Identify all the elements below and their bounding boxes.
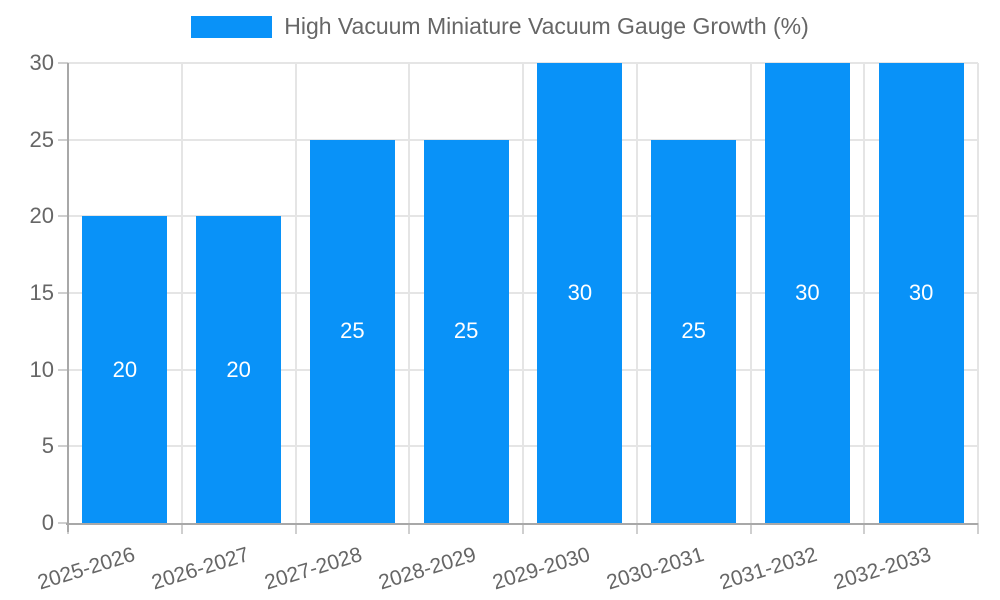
y-axis-tick-label: 5 <box>41 433 54 459</box>
bar-value-label: 30 <box>908 280 934 305</box>
x-axis-category-label: 2031-2032 <box>717 543 821 595</box>
x-axis-tick <box>977 523 979 534</box>
y-axis-tick-label: 0 <box>41 510 54 535</box>
legend-label: High Vacuum Miniature Vacuum Gauge Growt… <box>284 13 809 39</box>
x-axis-tick <box>294 523 297 534</box>
chart-legend[interactable]: High Vacuum Miniature Vacuum Gauge Growt… <box>0 15 1000 38</box>
x-axis-category-label: 2026-2027 <box>148 543 252 595</box>
x-axis-tick <box>749 523 752 534</box>
plot-area: 0 5 10 15 20 25 30 20 20 25 25 30 25 30 30 2025-2026 202… <box>30 50 979 594</box>
x-axis-category-label: 2032-2033 <box>831 543 934 595</box>
gridline-vertical <box>749 63 752 523</box>
legend-swatch <box>191 15 273 38</box>
bar-value-label: 30 <box>795 280 820 305</box>
y-axis-tick-label: 25 <box>29 126 54 152</box>
y-axis-tick <box>58 368 68 371</box>
bar-value-label: 25 <box>453 318 479 344</box>
y-axis-tick <box>58 292 68 294</box>
bar-2027-2028[interactable]: 25 <box>309 139 395 523</box>
x-axis-tick <box>522 523 524 534</box>
bar-value-label: 25 <box>681 318 706 344</box>
gridline-vertical <box>863 63 866 523</box>
y-axis-line <box>67 63 69 533</box>
bar-value-label: 20 <box>112 356 138 382</box>
x-axis-category-label: 2030-2031 <box>603 543 707 595</box>
bar-value-label: 25 <box>340 318 365 344</box>
y-axis-tick-label: 30 <box>29 50 54 75</box>
y-axis-tick-label: 10 <box>29 356 54 382</box>
x-axis-tick <box>180 523 183 534</box>
gridline-vertical <box>408 63 411 523</box>
gridline-vertical <box>522 63 524 523</box>
bar-value-label: 30 <box>567 280 593 305</box>
bar-2030-2031[interactable]: 25 <box>651 139 737 523</box>
bar-2029-2030[interactable]: 30 <box>537 63 623 523</box>
gridline-vertical <box>977 63 979 523</box>
y-axis-tick <box>58 215 68 218</box>
x-axis-category-label: 2027-2028 <box>262 543 366 595</box>
y-axis-tick <box>58 445 68 448</box>
y-axis-tick <box>58 62 68 64</box>
y-axis-tick-label: 15 <box>29 280 54 305</box>
x-axis-category-label: 2028-2029 <box>376 543 479 595</box>
x-axis-tick <box>635 523 638 534</box>
bar-2026-2027[interactable]: 20 <box>196 216 282 523</box>
bar-2032-2033[interactable]: 30 <box>878 63 964 523</box>
gridline-vertical <box>635 63 638 523</box>
x-axis-category-label: 2029-2030 <box>489 543 593 595</box>
y-axis-tick <box>58 522 68 524</box>
y-axis-tick-label: 20 <box>29 203 54 229</box>
x-axis-category-label: 2025-2026 <box>34 543 138 595</box>
x-axis-line <box>66 523 978 525</box>
gridline-vertical <box>294 63 297 523</box>
x-axis-tick <box>408 523 411 534</box>
bar-2031-2032[interactable]: 30 <box>764 63 850 523</box>
bar-value-label: 20 <box>226 356 251 382</box>
y-axis-tick <box>58 138 68 141</box>
bar-2025-2026[interactable]: 20 <box>82 216 168 523</box>
x-axis-tick <box>863 523 866 534</box>
gridline-vertical <box>180 63 183 523</box>
bar-2028-2029[interactable]: 25 <box>423 139 509 523</box>
